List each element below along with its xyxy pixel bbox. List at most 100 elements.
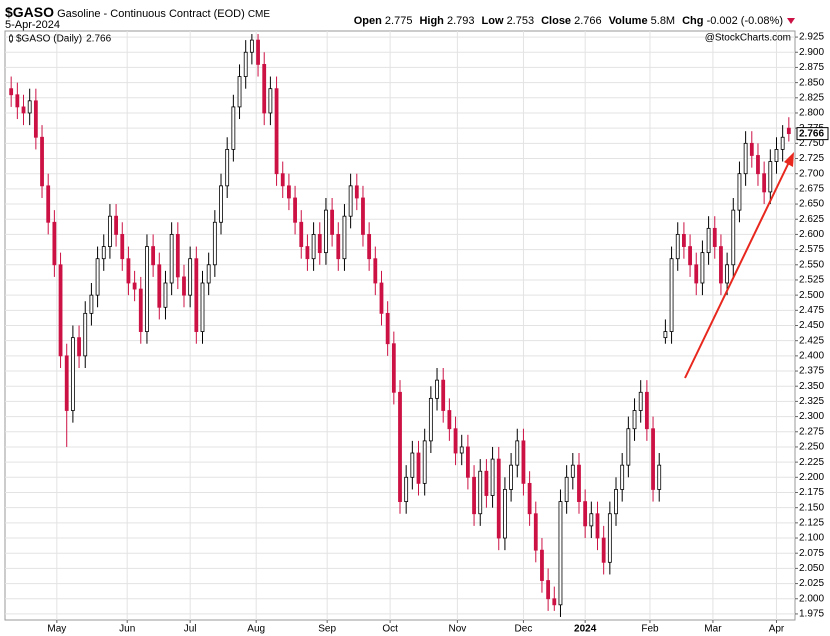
y-tick-label: 2.925: [799, 32, 824, 43]
candle-body: [737, 173, 742, 211]
quote-label: High: [419, 15, 444, 27]
candle-body: [182, 276, 186, 296]
x-tick-label: Aug: [247, 624, 265, 635]
candle-body: [719, 246, 723, 284]
candle-body: [114, 215, 118, 235]
candle-body: [212, 221, 217, 266]
candle-body: [219, 185, 223, 223]
y-tick-label: 2.250: [799, 442, 824, 453]
candle-body: [391, 343, 396, 393]
x-tick-label: Dec: [515, 624, 533, 635]
candle-body: [293, 197, 297, 223]
candle-body: [435, 379, 439, 399]
candle-body: [700, 252, 705, 284]
candle-body: [27, 100, 32, 114]
candle-body: [675, 234, 680, 260]
candle-body: [348, 185, 353, 217]
candle-body: [101, 246, 106, 260]
y-tick-label: 2.300: [799, 411, 824, 422]
watermark: @StockCharts.com: [705, 33, 791, 44]
x-tick-label: Oct: [382, 624, 398, 635]
candle-body: [379, 282, 384, 314]
candle-body: [564, 476, 569, 502]
exchange: CME: [247, 9, 271, 20]
quote-label: Low: [481, 15, 504, 27]
candle-body: [447, 410, 452, 430]
legend-value: 2.766: [86, 34, 111, 45]
candle-body: [40, 136, 44, 187]
y-tick-label: 2.350: [799, 381, 824, 392]
candle-body: [9, 88, 14, 96]
candle-body: [151, 246, 156, 266]
quote-item: Open 2.775: [354, 15, 413, 27]
candle-body: [589, 513, 594, 527]
y-tick-label: 2.600: [799, 229, 824, 240]
candle-body: [428, 397, 433, 442]
y-tick-label: 2.475: [799, 305, 824, 316]
candle-body: [749, 142, 754, 156]
candle-body: [95, 258, 100, 296]
candle-body: [743, 142, 748, 175]
candle-body: [225, 149, 230, 187]
candle-body: [317, 234, 322, 254]
y-tick-label: 2.025: [799, 578, 824, 589]
x-tick-label: Jul: [184, 624, 197, 635]
candle-body: [132, 282, 137, 290]
candle-body: [398, 391, 402, 502]
y-tick-label: 2.100: [799, 533, 824, 544]
candle-body: [422, 440, 427, 484]
candle-body: [21, 106, 26, 114]
candle-body: [33, 100, 38, 138]
candle-body: [546, 580, 551, 600]
y-tick-label: 2.425: [799, 335, 824, 346]
candle-body: [651, 428, 655, 490]
quote-label: Open: [353, 15, 382, 27]
candle-body: [780, 136, 785, 150]
candle-body: [243, 51, 248, 77]
y-tick-label: 2.150: [799, 502, 824, 513]
legend-icon: [9, 35, 13, 42]
y-tick-label: 2.325: [799, 396, 824, 407]
title-row: $GASO Gasoline - Continuous Contract (EO…: [5, 4, 270, 20]
candle-body: [126, 258, 131, 284]
candle-body: [503, 489, 507, 539]
y-tick-label: 2.575: [799, 244, 824, 255]
candle-body: [688, 246, 692, 266]
candle-body: [657, 464, 662, 490]
candle-body: [416, 452, 421, 484]
candle-body: [768, 161, 773, 193]
y-tick-label: 2.650: [799, 199, 824, 210]
quote-item: High 2.793: [419, 15, 474, 27]
y-tick-label: 2.450: [799, 320, 824, 331]
candle-body: [509, 464, 513, 490]
candle-body: [15, 94, 20, 108]
candle-body: [287, 185, 291, 199]
quote-item: Chg -0.002 (-0.08%): [682, 15, 783, 27]
symbol: $GASO: [5, 4, 55, 20]
candle-body: [453, 428, 458, 454]
x-tick-label: 2024: [574, 624, 597, 635]
candle-body: [89, 294, 94, 314]
y-tick-label: 2.550: [799, 259, 824, 270]
y-tick-label: 2.200: [799, 472, 824, 483]
candle-body: [607, 513, 612, 563]
y-tick-label: 2.000: [799, 593, 824, 604]
x-tick-label: Feb: [641, 624, 659, 635]
candle-body: [558, 501, 563, 606]
candle-body: [644, 391, 649, 430]
y-tick-label: 2.375: [799, 366, 824, 377]
candle-body: [206, 264, 211, 284]
candle-body: [330, 209, 335, 235]
y-tick-label: 2.850: [799, 77, 824, 88]
quote-label: Volume: [608, 15, 648, 27]
last-price-label: 2.766: [799, 128, 824, 139]
candle-body: [138, 288, 143, 332]
candle-body: [77, 337, 81, 357]
candle-body: [169, 234, 174, 284]
candle-body: [478, 470, 483, 515]
y-tick-label: 2.125: [799, 517, 824, 528]
last-price-box: [796, 127, 829, 141]
candle-body: [262, 63, 267, 114]
candle-body: [342, 215, 347, 260]
